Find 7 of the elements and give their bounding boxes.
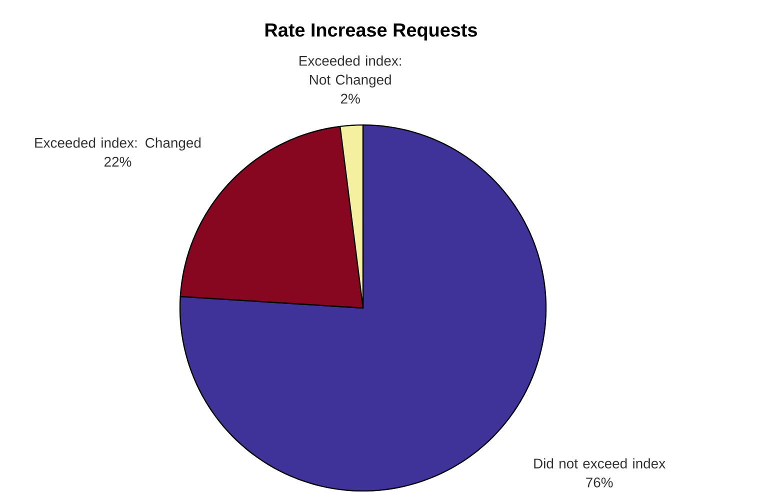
slice-label: Exceeded index: Not Changed [300, 56, 402, 88]
slice-label: Exceeded index: Changed [35, 138, 201, 151]
chart-title: Rate Increase Requests [265, 24, 477, 40]
data-label: 2% [340, 94, 360, 104]
data-label: 22% [104, 156, 132, 167]
slice-label: Did not exceed index [534, 458, 666, 468]
data-label: 76% [586, 478, 613, 488]
